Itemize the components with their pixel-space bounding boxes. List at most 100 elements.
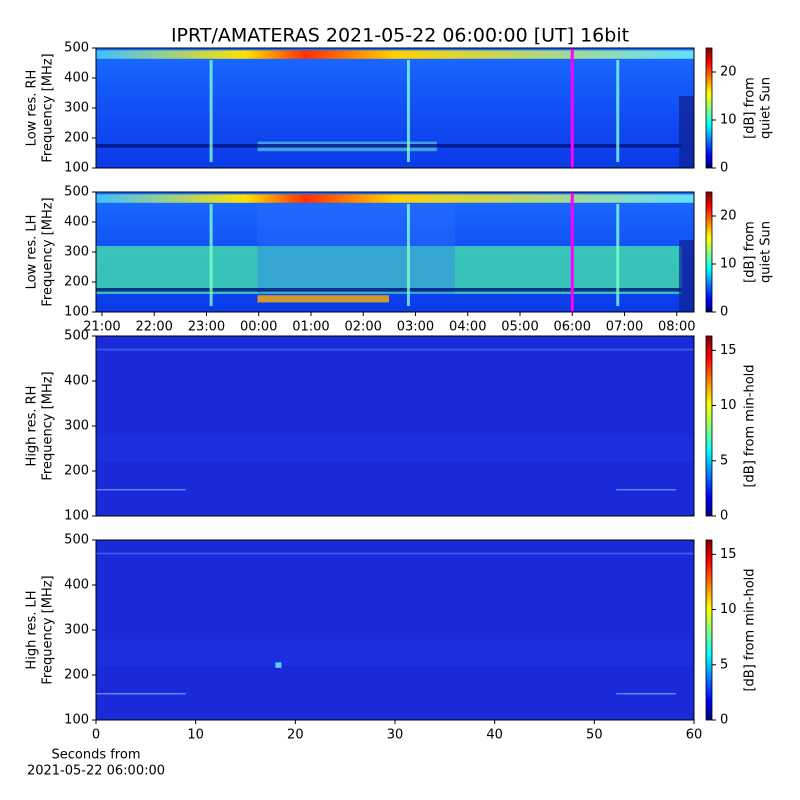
x-tick-label: 50 (586, 728, 603, 743)
y-tick-label: 100 (64, 509, 89, 524)
y-axis-label: Low res. LH (25, 215, 40, 290)
spectrum-texture (209, 60, 213, 162)
x-tick-label: 01:00 (292, 320, 329, 335)
x-tick-label: 08:00 (658, 320, 695, 335)
x-tick-label: 21:00 (83, 320, 120, 335)
x-tick-label: 02:00 (344, 320, 381, 335)
x-tick-label: 00:00 (240, 320, 277, 335)
y-tick-label: 200 (64, 668, 89, 683)
colorbar (705, 47, 713, 169)
colorbar-tick-label: 5 (720, 657, 728, 672)
y-axis-label: High res. RH (25, 386, 40, 467)
spectrum-texture (96, 540, 694, 720)
y-tick-label: 400 (64, 374, 89, 389)
y-tick-label: 500 (64, 41, 89, 56)
colorbar-tick-label: 15 (720, 547, 737, 562)
colorbar-tick-label: 10 (720, 602, 737, 617)
colorbar-tick-label: 20 (720, 65, 737, 80)
colorbar-tick-label: 0 (720, 509, 728, 524)
y-axis-label: Frequency [MHz] (41, 53, 56, 162)
spectrum-texture (96, 693, 186, 695)
x-tick-label: 60 (686, 728, 703, 743)
spectrum-texture (96, 50, 694, 59)
y-axis-label: Frequency [MHz] (41, 575, 56, 684)
colorbar-tick-label: 10 (720, 257, 737, 272)
colorbar-label: [dB] from min-hold (743, 364, 758, 487)
spectrum-texture (96, 194, 694, 203)
y-tick-label: 400 (64, 71, 89, 86)
spectrum-texture (616, 489, 677, 491)
spectrum-texture (406, 204, 410, 306)
spectrum-texture (96, 144, 683, 148)
x-tick-label: 23:00 (188, 320, 225, 335)
chart-title: IPRT/AMATERAS 2021-05-22 06:00:00 [UT] 1… (171, 25, 629, 47)
y-tick-label: 400 (64, 578, 89, 593)
spectrum-texture (616, 60, 620, 162)
colorbar (705, 191, 713, 313)
spectrum-texture (679, 240, 694, 312)
x-axis-label: 2021-05-22 06:00:00 (27, 764, 165, 779)
spectrum-texture (96, 489, 186, 491)
y-tick-label: 300 (64, 101, 89, 116)
colorbar-tick-label: 15 (720, 343, 737, 358)
y-axis-label: Frequency [MHz] (41, 371, 56, 480)
x-tick-label: 30 (387, 728, 404, 743)
x-tick-label: 0 (92, 728, 100, 743)
x-tick-label: 10 (187, 728, 204, 743)
colorbar-label: [dB] from (743, 77, 758, 139)
colorbar-label: quiet Sun (759, 221, 774, 283)
spectrum-texture (616, 204, 620, 306)
x-tick-label: 03:00 (397, 320, 434, 335)
spectrum-texture (209, 204, 213, 306)
spectrum-texture (96, 336, 694, 516)
spectrum-texture (96, 288, 683, 292)
y-axis-label: High res. LH (25, 590, 40, 669)
spectrum-texture (96, 639, 694, 666)
colorbar-tick-label: 10 (720, 113, 737, 128)
x-tick-label: 05:00 (501, 320, 538, 335)
x-tick-label: 04:00 (449, 320, 486, 335)
y-tick-label: 300 (64, 623, 89, 638)
spectrum-texture (275, 662, 282, 668)
colorbar-tick-label: 0 (720, 713, 728, 728)
colorbar-tick-label: 10 (720, 398, 737, 413)
y-axis-label: Low res. RH (25, 70, 40, 147)
colorbar-tick-label: 0 (720, 305, 728, 320)
x-tick-label: 22:00 (135, 320, 172, 335)
colorbar-tick-label: 5 (720, 453, 728, 468)
y-tick-label: 100 (64, 161, 89, 176)
colorbar-label: [dB] from (743, 221, 758, 283)
spectrum-texture (616, 693, 677, 695)
y-tick-label: 300 (64, 245, 89, 260)
y-tick-label: 100 (64, 713, 89, 728)
y-tick-label: 200 (64, 464, 89, 479)
y-tick-label: 500 (64, 329, 89, 344)
colorbar-label: [dB] from min-hold (743, 568, 758, 691)
colorbar-label: quiet Sun (759, 77, 774, 139)
y-tick-label: 400 (64, 215, 89, 230)
colorbar-tick-label: 0 (720, 161, 728, 176)
x-tick-label: 07:00 (606, 320, 643, 335)
x-tick-label: 40 (486, 728, 503, 743)
y-tick-label: 100 (64, 305, 89, 320)
y-tick-label: 200 (64, 275, 89, 290)
spectrum-texture (406, 60, 410, 162)
colorbar-tick-label: 20 (720, 209, 737, 224)
spectrum-texture (257, 204, 455, 294)
y-axis-label: Frequency [MHz] (41, 197, 56, 306)
x-tick-label: 06:00 (554, 320, 591, 335)
x-axis-label: Seconds from (51, 748, 140, 763)
colorbar (705, 539, 713, 721)
y-tick-label: 300 (64, 419, 89, 434)
spectrum-texture (96, 435, 694, 462)
y-tick-label: 500 (64, 533, 89, 548)
y-tick-label: 200 (64, 131, 89, 146)
x-tick-label: 20 (287, 728, 304, 743)
colorbar (705, 335, 713, 517)
spectrum-texture (257, 295, 390, 303)
spectrum-texture (96, 552, 694, 555)
spectrum-texture (679, 96, 694, 168)
spectrum-texture (96, 348, 694, 351)
spectrum-texture (96, 246, 683, 294)
